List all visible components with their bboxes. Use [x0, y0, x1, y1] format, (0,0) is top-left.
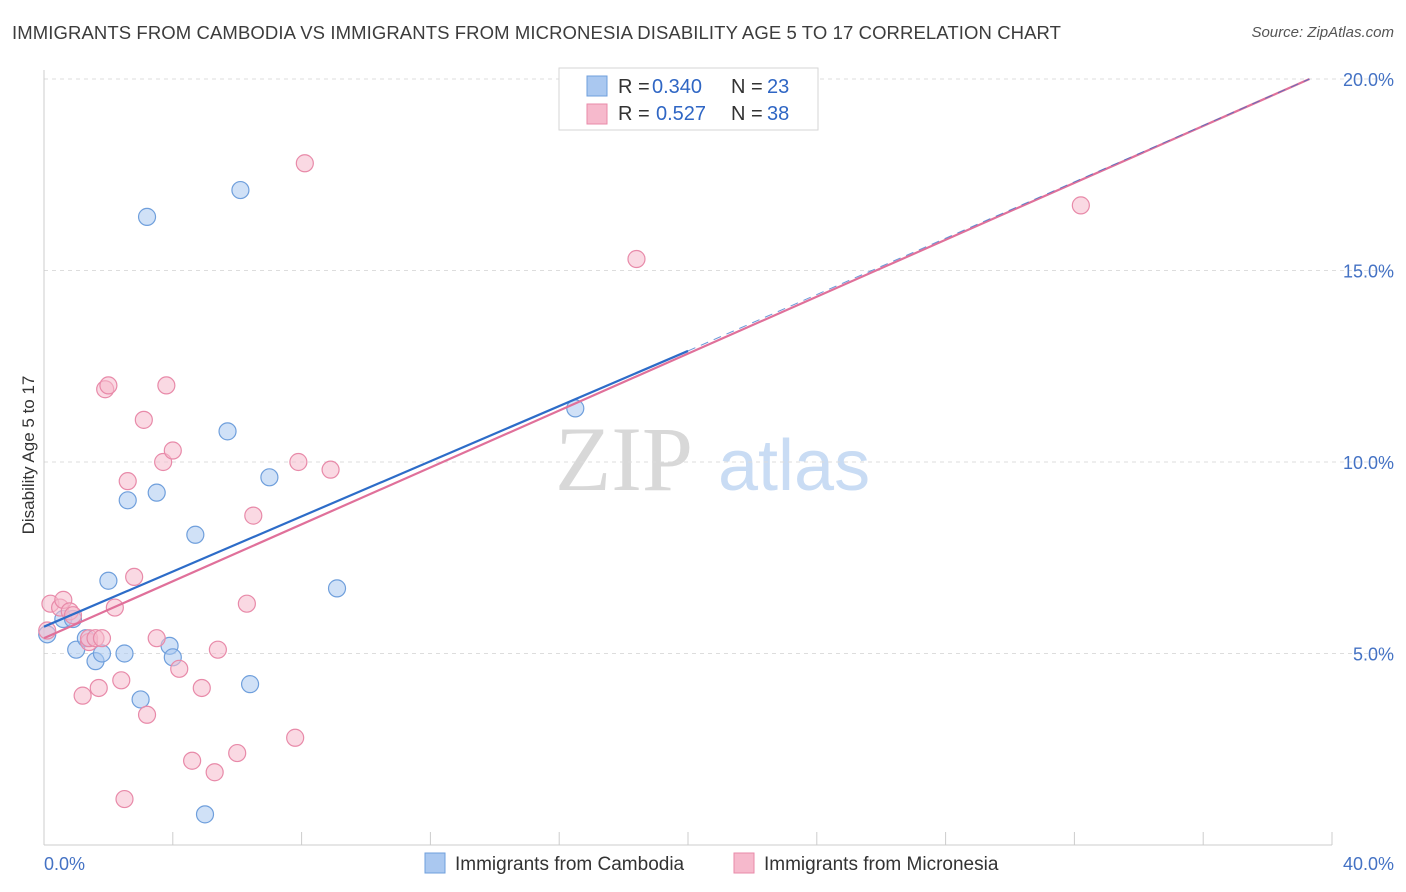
- data-point-micronesia: [118, 472, 137, 491]
- data-point-micronesia: [208, 640, 227, 659]
- data-point-micronesia: [89, 678, 108, 698]
- data-point-cambodia: [240, 675, 260, 694]
- data-point-micronesia: [295, 154, 314, 173]
- data-point-micronesia: [99, 376, 118, 395]
- data-point-micronesia: [163, 441, 182, 460]
- data-point-micronesia: [192, 678, 211, 698]
- data-point-micronesia: [244, 506, 263, 525]
- data-points: [38, 154, 1090, 824]
- watermark-zip: ZIP: [555, 408, 693, 510]
- legend-n-label-micronesia: N =: [731, 103, 763, 125]
- data-point-cambodia: [327, 579, 347, 598]
- data-point-cambodia: [137, 207, 157, 226]
- data-point-micronesia: [1071, 196, 1090, 215]
- grid-lines: [44, 78, 1394, 654]
- data-point-micronesia: [627, 249, 646, 269]
- data-point-micronesia: [237, 594, 256, 613]
- legend-r-label-micronesia: R =: [618, 103, 650, 125]
- y-axis-title: Disability Age 5 to 17: [19, 376, 38, 535]
- legend-n-label-cambodia: N =: [731, 76, 763, 98]
- trend-line-cambodia-extension: [687, 78, 1310, 352]
- x-tick-label-max: 40.0%: [1343, 854, 1394, 874]
- series-legend-swatch-cambodia: [424, 852, 446, 874]
- legend-r-value-cambodia: 0.340: [652, 76, 702, 98]
- data-point-micronesia: [137, 705, 157, 724]
- trend-line-cambodia: [43, 349, 689, 628]
- y-tick-labels: 5.0% 10.0% 15.0% 20.0%: [1343, 70, 1394, 665]
- x-tick-label-min: 0.0%: [44, 854, 85, 874]
- data-point-cambodia: [195, 805, 215, 824]
- y-tick-label: 10.0%: [1343, 453, 1394, 473]
- data-point-micronesia: [321, 460, 340, 479]
- data-point-micronesia: [112, 671, 131, 690]
- y-tick-label: 15.0%: [1343, 262, 1394, 282]
- data-point-cambodia: [260, 468, 279, 487]
- trend-line-micronesia: [43, 77, 1310, 640]
- legend-n-value-cambodia: 23: [767, 76, 789, 98]
- data-point-cambodia: [186, 525, 205, 544]
- legend-swatch-cambodia: [586, 75, 608, 97]
- trend-lines: [43, 77, 1310, 640]
- source-label: Source: ZipAtlas.com: [1251, 24, 1394, 41]
- x-ticks: [172, 832, 1333, 845]
- watermark-atlas: atlas: [718, 426, 870, 506]
- data-point-micronesia: [134, 410, 153, 429]
- data-point-micronesia: [286, 728, 305, 747]
- data-point-cambodia: [131, 690, 150, 709]
- data-point-micronesia: [92, 629, 112, 648]
- data-point-micronesia: [157, 376, 176, 395]
- series-legend: Immigrants from Cambodia Immigrants from…: [424, 852, 999, 875]
- data-point-cambodia: [115, 644, 134, 663]
- data-point-cambodia: [218, 422, 237, 441]
- series-legend-label-cambodia: Immigrants from Cambodia: [455, 854, 685, 875]
- legend-swatch-micronesia: [586, 103, 608, 125]
- data-point-micronesia: [125, 567, 144, 587]
- data-point-micronesia: [170, 659, 189, 678]
- data-point-micronesia: [289, 452, 308, 472]
- correlation-legend: R = 0.340 N = 23 R = 0.527 N = 38: [558, 67, 819, 131]
- y-tick-label: 20.0%: [1343, 70, 1394, 90]
- data-point-cambodia: [99, 571, 118, 590]
- series-legend-swatch-micronesia: [733, 852, 755, 874]
- data-point-micronesia: [205, 763, 224, 782]
- data-point-micronesia: [228, 743, 247, 763]
- chart-title: IMMIGRANTS FROM CAMBODIA VS IMMIGRANTS F…: [12, 22, 1062, 43]
- data-point-micronesia: [147, 629, 166, 648]
- series-legend-label-micronesia: Immigrants from Micronesia: [764, 854, 999, 875]
- legend-r-value-micronesia: 0.527: [656, 103, 706, 125]
- legend-n-value-micronesia: 38: [767, 103, 789, 125]
- y-tick-label: 5.0%: [1353, 645, 1394, 665]
- legend-r-label-cambodia: R =: [618, 76, 650, 98]
- data-point-micronesia: [183, 751, 202, 770]
- data-point-cambodia: [231, 180, 250, 200]
- data-point-cambodia: [118, 491, 137, 510]
- data-point-micronesia: [73, 686, 92, 705]
- data-point-cambodia: [147, 483, 166, 502]
- data-point-micronesia: [115, 789, 134, 809]
